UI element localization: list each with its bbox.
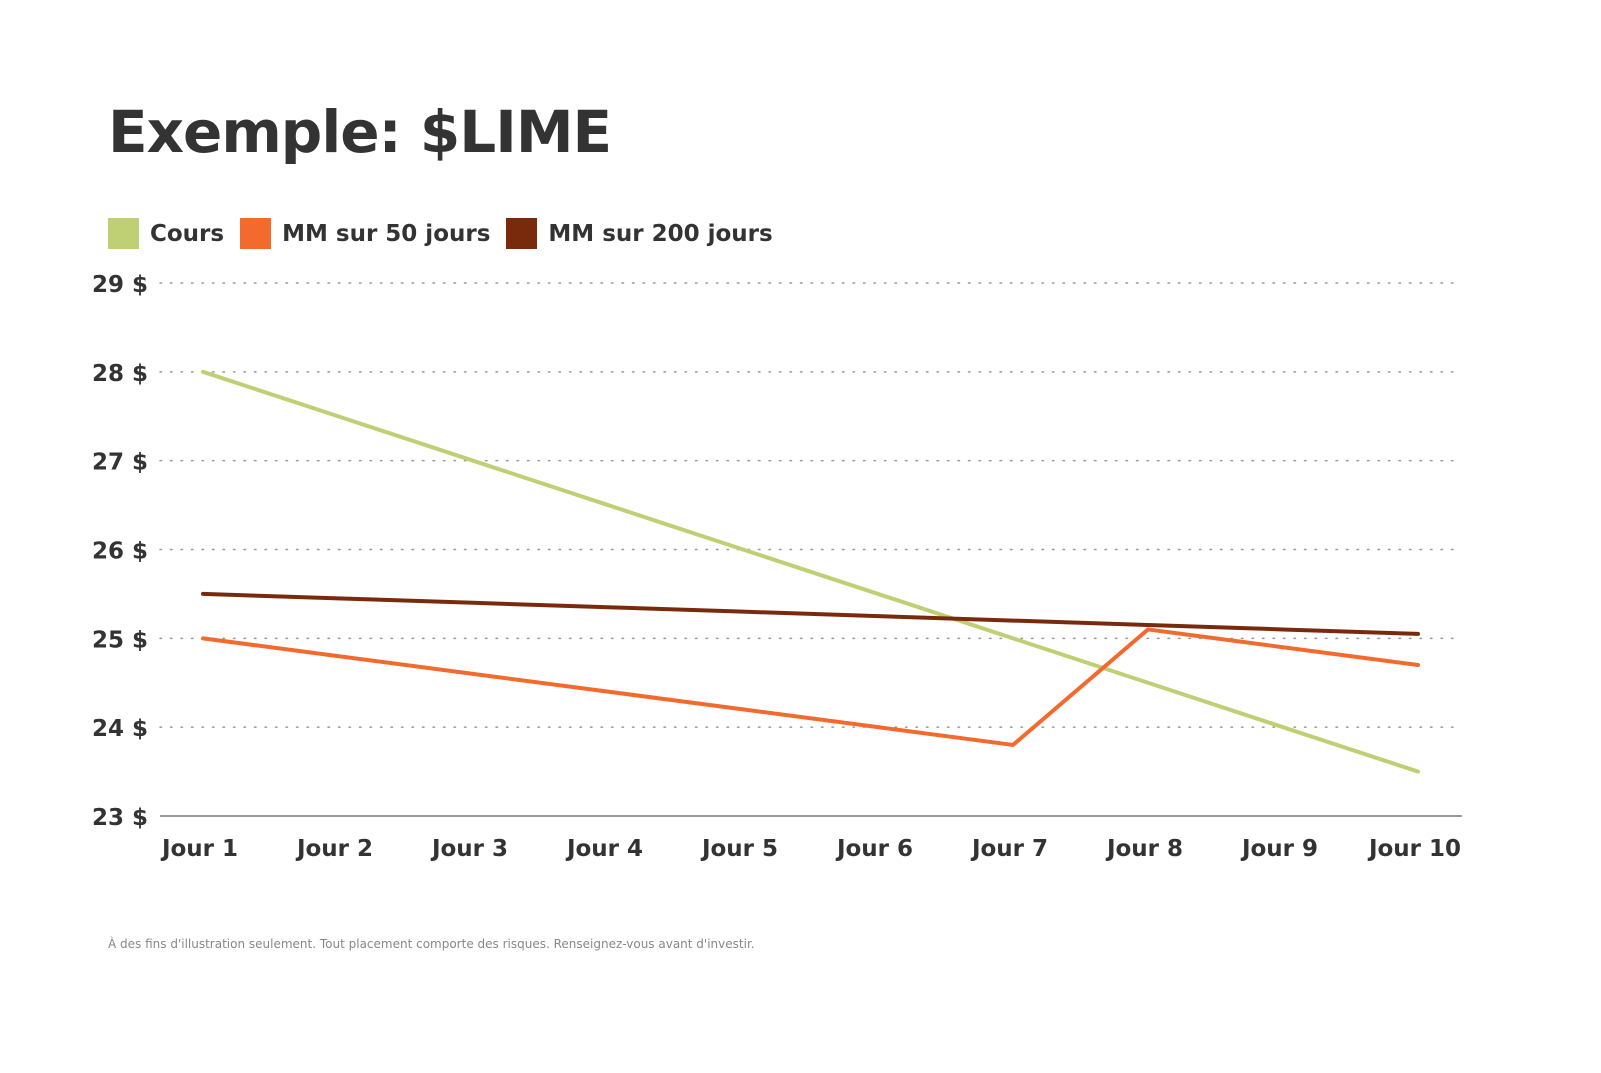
legend-label: MM sur 200 jours [548, 220, 773, 247]
x-tick-label: Jour 4 [565, 836, 643, 862]
footnote: À des fins d'illustration seulement. Tou… [108, 937, 755, 951]
legend-item-mm200: MM sur 200 jours [506, 218, 773, 249]
x-tick-label: Jour 2 [295, 836, 373, 862]
y-tick-label: 29 $ [92, 272, 148, 298]
x-tick-label: Jour 3 [430, 836, 508, 862]
legend-item-cours: Cours [108, 218, 224, 249]
legend: Cours MM sur 50 jours MM sur 200 jours [108, 218, 789, 249]
legend-label: MM sur 50 jours [282, 220, 491, 247]
y-tick-label: 27 $ [92, 450, 148, 476]
y-tick-label: 23 $ [92, 805, 148, 831]
series-line-mm-sur-200-jours [201, 591, 1420, 636]
legend-swatch-cours [108, 218, 139, 249]
x-tick-label: Jour 10 [1367, 836, 1461, 862]
y-tick-label: 25 $ [92, 627, 148, 653]
x-tick-label: Jour 6 [835, 836, 913, 862]
x-tick-label: Jour 5 [700, 836, 778, 862]
legend-swatch-mm50 [240, 218, 272, 249]
x-tick-label: Jour 8 [1105, 836, 1183, 862]
series-line-cours [201, 369, 1420, 774]
x-tick-label: Jour 9 [1240, 836, 1318, 862]
y-tick-label: 28 $ [92, 361, 148, 387]
x-tick-label: Jour 7 [970, 836, 1048, 862]
chart-title: Exemple: $LIME [108, 98, 612, 166]
x-tick-label: Jour 1 [160, 836, 238, 862]
legend-swatch-mm200 [506, 218, 538, 249]
legend-label: Cours [150, 220, 225, 247]
y-tick-label: 26 $ [92, 539, 148, 565]
legend-item-mm50: MM sur 50 jours [240, 218, 490, 249]
y-tick-label: 24 $ [92, 716, 148, 742]
series-line-mm-sur-50-jours [201, 627, 1420, 747]
